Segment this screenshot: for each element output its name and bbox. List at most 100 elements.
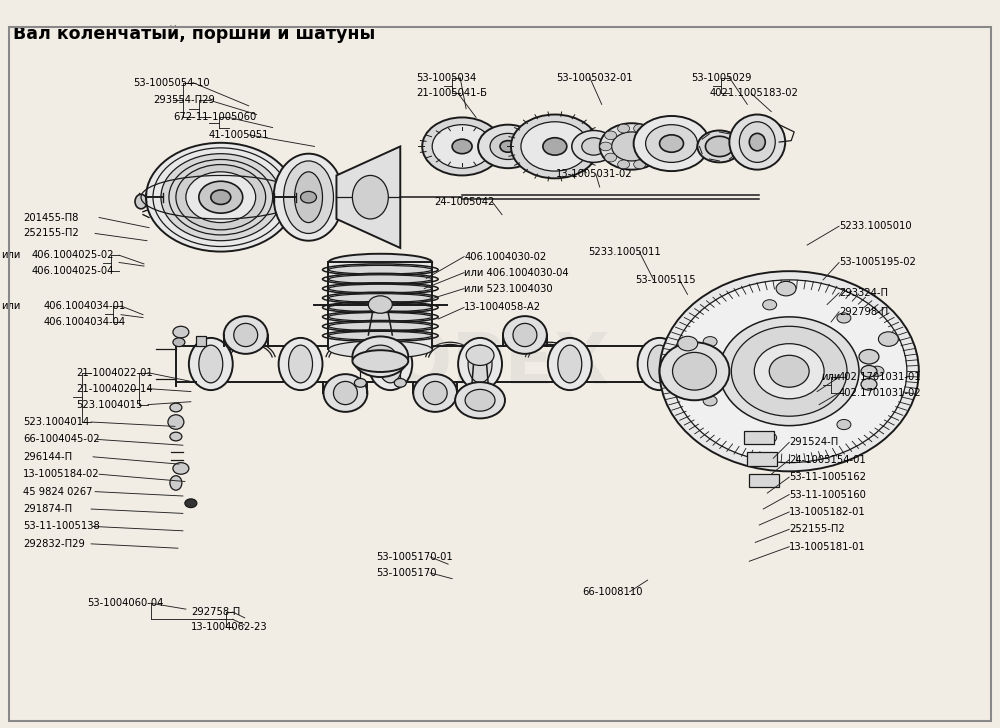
Ellipse shape [719, 317, 859, 426]
Ellipse shape [364, 345, 396, 368]
Ellipse shape [503, 316, 547, 354]
Text: или 523.1004030: или 523.1004030 [464, 284, 553, 293]
Ellipse shape [660, 342, 729, 400]
Ellipse shape [697, 130, 741, 162]
Ellipse shape [605, 153, 617, 162]
Ellipse shape [328, 303, 432, 312]
Text: 13-1005181-01: 13-1005181-01 [789, 542, 866, 552]
Ellipse shape [328, 266, 432, 274]
Ellipse shape [458, 338, 502, 390]
Text: или: или [821, 372, 840, 382]
Ellipse shape [333, 381, 357, 405]
Text: или 406.1004030-04: или 406.1004030-04 [464, 268, 569, 277]
Ellipse shape [295, 172, 322, 223]
Ellipse shape [678, 336, 698, 351]
Ellipse shape [301, 191, 317, 203]
Text: 402.1701031-01: 402.1701031-01 [839, 372, 922, 382]
Ellipse shape [763, 432, 777, 443]
Ellipse shape [234, 323, 258, 347]
Ellipse shape [455, 382, 505, 419]
Ellipse shape [600, 142, 612, 151]
Ellipse shape [199, 345, 223, 383]
Ellipse shape [558, 345, 582, 383]
Ellipse shape [707, 345, 731, 383]
Ellipse shape [432, 124, 492, 168]
Ellipse shape [511, 114, 599, 178]
Ellipse shape [634, 124, 646, 132]
Ellipse shape [170, 403, 182, 412]
Ellipse shape [646, 124, 697, 162]
Text: 293554-П29: 293554-П29 [153, 95, 215, 105]
Ellipse shape [352, 350, 408, 372]
Ellipse shape [697, 338, 741, 390]
Ellipse shape [328, 322, 432, 331]
Ellipse shape [647, 131, 659, 140]
Ellipse shape [189, 338, 233, 390]
Ellipse shape [176, 165, 266, 230]
Ellipse shape [328, 254, 432, 271]
Ellipse shape [170, 475, 182, 490]
Ellipse shape [368, 296, 392, 313]
Text: 402.1701031-02: 402.1701031-02 [839, 388, 922, 398]
Ellipse shape [776, 281, 796, 296]
Text: 53-1005195-02: 53-1005195-02 [839, 258, 916, 267]
Ellipse shape [135, 194, 147, 209]
Text: 292798-П: 292798-П [839, 306, 888, 317]
Text: 66-1004045-02: 66-1004045-02 [23, 435, 100, 444]
Ellipse shape [328, 312, 432, 321]
Text: 5233.1005011: 5233.1005011 [588, 248, 661, 257]
Ellipse shape [478, 124, 538, 168]
Ellipse shape [763, 300, 777, 310]
Ellipse shape [173, 326, 189, 338]
Ellipse shape [612, 132, 652, 161]
Ellipse shape [199, 181, 243, 213]
Text: или: или [1, 301, 21, 311]
Ellipse shape [769, 355, 809, 387]
Ellipse shape [634, 160, 646, 169]
Ellipse shape [161, 154, 281, 241]
Text: 291524-П: 291524-П [789, 438, 838, 447]
Ellipse shape [328, 284, 432, 293]
Text: 5233.1005010: 5233.1005010 [839, 221, 912, 232]
Ellipse shape [490, 133, 526, 159]
Ellipse shape [660, 271, 919, 471]
Text: 406.1004034-04: 406.1004034-04 [43, 317, 125, 327]
Ellipse shape [600, 123, 664, 170]
Ellipse shape [572, 130, 616, 162]
Ellipse shape [354, 379, 366, 387]
Ellipse shape [672, 280, 907, 462]
Ellipse shape [211, 190, 231, 205]
Ellipse shape [754, 344, 824, 399]
Ellipse shape [739, 122, 775, 162]
Text: 296144-П: 296144-П [23, 452, 72, 462]
Text: 201455-П8: 201455-П8 [23, 213, 79, 223]
Ellipse shape [139, 197, 159, 206]
Ellipse shape [328, 331, 432, 340]
Text: 4021.1005183-02: 4021.1005183-02 [709, 89, 798, 98]
Ellipse shape [521, 122, 589, 171]
Text: 53-11-1005162: 53-11-1005162 [789, 472, 866, 482]
Ellipse shape [837, 313, 851, 323]
Bar [196, 336, 206, 346]
Text: 45 9824 0267: 45 9824 0267 [23, 486, 93, 496]
Ellipse shape [284, 161, 333, 234]
Ellipse shape [368, 338, 412, 390]
Text: 13-1005182-01: 13-1005182-01 [789, 507, 866, 517]
Ellipse shape [861, 379, 877, 390]
Ellipse shape [378, 345, 402, 383]
Text: 293324-П: 293324-П [839, 288, 888, 298]
Text: 24-1005154-01: 24-1005154-01 [789, 455, 866, 464]
Text: 292832-П29: 292832-П29 [23, 539, 85, 549]
Text: 21-1004020-14: 21-1004020-14 [76, 384, 153, 394]
Ellipse shape [323, 374, 367, 412]
Ellipse shape [466, 345, 494, 365]
Ellipse shape [582, 138, 606, 155]
Ellipse shape [618, 160, 630, 169]
Ellipse shape [452, 139, 472, 154]
Text: 406.1004025-02: 406.1004025-02 [31, 250, 114, 260]
Text: 53-1005170-01: 53-1005170-01 [376, 552, 453, 562]
Ellipse shape [422, 117, 502, 175]
Text: 66-1008110: 66-1008110 [582, 587, 642, 597]
Ellipse shape [837, 419, 851, 430]
Text: 53-1004060-04: 53-1004060-04 [87, 598, 164, 609]
